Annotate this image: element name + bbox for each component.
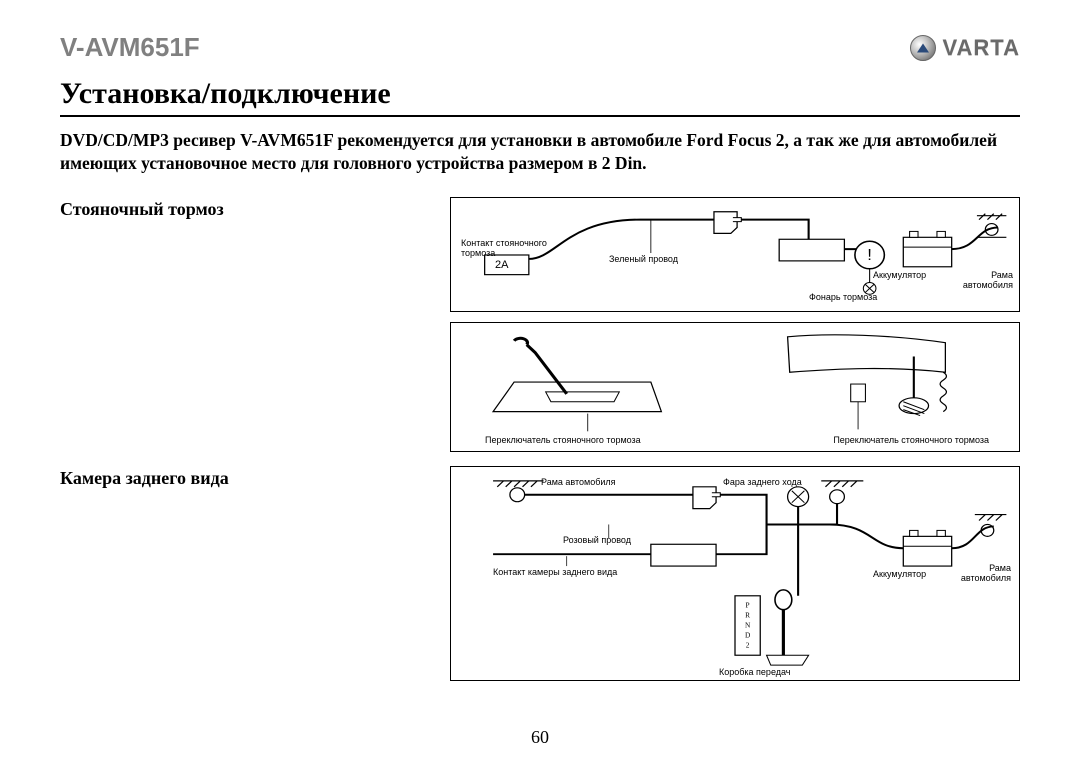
label-frame-1a: Рама — [991, 270, 1013, 280]
block-parking-brake: Стояночный тормоз ! — [60, 197, 1020, 452]
label-gearbox: Коробка передач — [719, 667, 791, 677]
label-frame-right-a: Рама — [989, 563, 1011, 573]
label-switch-left: Переключатель стояночного тормоза — [485, 435, 641, 445]
label-camera-contact: Контакт камеры заднего вида — [493, 567, 617, 577]
figure-brake-switch: Переключатель стояночного тормоза Перекл… — [450, 322, 1020, 452]
brand-icon — [910, 35, 936, 61]
label-green-wire: Зеленый провод — [609, 254, 678, 264]
label-brake-light: Фонарь тормоза — [809, 292, 877, 302]
label-frame-top-left: Рама автомобиля — [541, 477, 616, 487]
block-rear-camera: Камера заднего вида — [60, 466, 1020, 681]
label-fuse: 2А — [495, 259, 508, 271]
section-title: Установка/подключение — [60, 77, 1020, 117]
svg-text:N: N — [745, 622, 750, 630]
label-battery-1: Аккумулятор — [873, 270, 926, 280]
label-frame-1b: автомобиля — [963, 280, 1013, 290]
label-brake-contact-1: Контакт стояночного — [461, 238, 547, 248]
brand-name: VARTA — [942, 35, 1020, 61]
svg-text:2: 2 — [746, 642, 750, 650]
model-code: V-AVM651F — [60, 32, 200, 63]
svg-text:D: D — [745, 632, 750, 640]
label-frame-right-b: автомобиля — [961, 573, 1011, 583]
figure-camera-wiring: P R N D 2 Рама автомобиля Фара заднего х… — [450, 466, 1020, 681]
block-label-parking: Стояночный тормоз — [60, 197, 430, 452]
label-switch-right: Переключатель стояночного тормоза — [833, 435, 989, 445]
block-label-camera: Камера заднего вида — [60, 466, 430, 681]
intro-paragraph: DVD/CD/MP3 ресивер V-AVM651F рекомендует… — [60, 129, 1020, 175]
figure-brake-wiring: ! Контакт стояночного тормоза 2 — [450, 197, 1020, 312]
svg-text:R: R — [745, 612, 750, 620]
page-number: 60 — [531, 727, 549, 748]
label-reverse-light: Фара заднего хода — [723, 477, 802, 487]
svg-text:P: P — [746, 602, 750, 610]
svg-text:!: ! — [867, 247, 872, 264]
label-battery-2: Аккумулятор — [873, 569, 926, 579]
label-pink-wire: Розовый провод — [563, 535, 631, 545]
label-brake-contact-2: тормоза — [461, 248, 495, 258]
brand-logo: VARTA — [910, 35, 1020, 61]
